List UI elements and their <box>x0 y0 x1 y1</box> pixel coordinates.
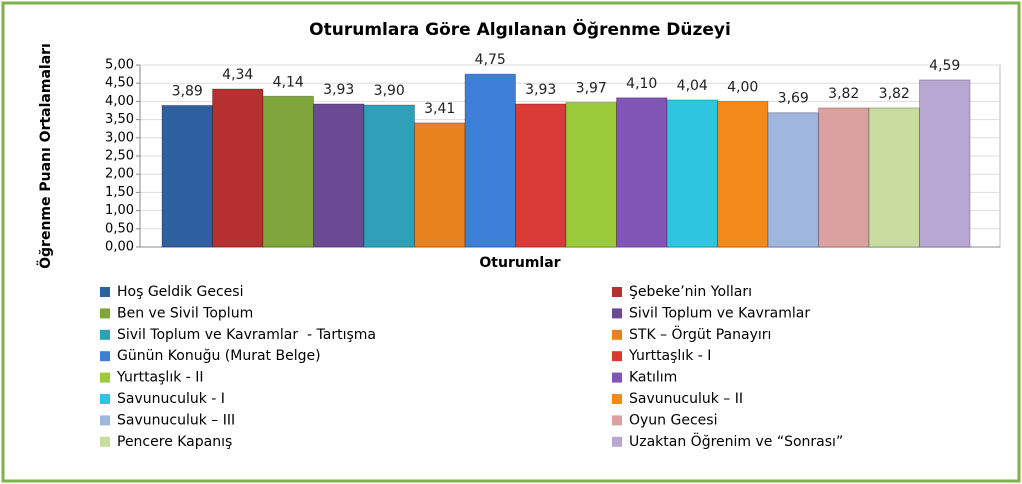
y-tick-label: 1,00 <box>105 203 134 218</box>
legend-label: Sivil Toplum ve Kavramlar <box>629 305 810 321</box>
bar <box>565 101 617 248</box>
legend-label: Hoş Geldik Gecesi <box>117 284 243 300</box>
bar <box>868 107 920 248</box>
y-tick-label: 4,00 <box>105 94 134 109</box>
legend-label: Oyun Gecesi <box>629 412 717 428</box>
legend-label: Yurttaşlık - II <box>116 370 204 386</box>
data-label: 3,93 <box>323 82 354 98</box>
y-tick-label: 3,00 <box>105 130 134 145</box>
legend-label: STK – Örgüt Panayırı <box>629 325 771 343</box>
y-tick-label: 0,00 <box>105 240 134 255</box>
data-label: 3,89 <box>172 83 203 99</box>
y-tick-label: 2,00 <box>105 167 134 182</box>
legend-swatch <box>612 394 622 404</box>
data-label: 3,41 <box>424 101 455 117</box>
legend-swatch <box>100 372 110 383</box>
legend-swatch <box>612 351 622 362</box>
legend-swatch <box>612 287 622 297</box>
bar <box>666 99 718 248</box>
legend-swatch <box>612 436 622 447</box>
legend-label: Günün Konuğu (Murat Belge) <box>117 348 321 364</box>
y-axis-label: Öğrenme Puanı Ortalamaları <box>36 43 54 269</box>
bar <box>717 100 769 248</box>
legend-label: Savunuculuk – III <box>117 412 235 428</box>
data-label: 3,82 <box>828 86 859 102</box>
bar <box>363 104 415 248</box>
data-label: 4,00 <box>727 79 758 95</box>
bar <box>616 97 668 248</box>
bar <box>818 107 870 248</box>
bar <box>515 103 567 248</box>
legend-label: Uzaktan Öğrenim ve “Sonrası” <box>629 432 843 450</box>
data-label: 4,04 <box>677 78 708 94</box>
y-tick-label: 1,50 <box>105 185 134 200</box>
legend-swatch <box>100 287 110 297</box>
legend-swatch <box>100 351 110 362</box>
x-axis-label: Oturumlar <box>479 255 560 271</box>
legend-label: Yurttaşlık - I <box>628 348 711 364</box>
y-tick-label: 2,50 <box>105 149 134 164</box>
legend-swatch <box>100 415 110 426</box>
legend-swatch <box>100 394 110 404</box>
data-label: 4,59 <box>929 58 960 74</box>
legend-swatch <box>100 436 110 447</box>
bar <box>414 122 466 248</box>
bar <box>919 79 971 248</box>
y-tick-label: 0,50 <box>105 221 134 236</box>
bar <box>262 95 314 248</box>
legend-label: Şebeke’nin Yolları <box>629 284 752 300</box>
legend-swatch <box>612 372 622 383</box>
legend-swatch <box>612 308 622 319</box>
chart-title: Oturumlara Göre Algılanan Öğrenme Düzeyi <box>309 18 731 40</box>
legend-swatch <box>612 415 622 426</box>
data-label: 4,14 <box>273 74 304 90</box>
bar <box>212 88 264 248</box>
legend-label: Sivil Toplum ve Kavramlar - Tartışma <box>117 327 376 343</box>
bar <box>161 104 213 248</box>
legend-label: Pencere Kapanış <box>117 434 232 450</box>
data-label: 3,82 <box>879 86 910 102</box>
legend-swatch <box>100 329 110 340</box>
data-label: 4,75 <box>475 52 506 68</box>
y-tick-label: 4,50 <box>105 76 134 91</box>
y-tick-label: 3,50 <box>105 112 134 127</box>
legend-label: Savunuculuk - I <box>117 391 225 407</box>
legend-swatch <box>612 329 622 340</box>
data-label: 3,97 <box>576 80 607 96</box>
y-tick-label: 5,00 <box>105 58 134 73</box>
bar <box>313 103 365 248</box>
legend-label: Katılım <box>629 370 677 386</box>
bar <box>767 112 819 248</box>
data-label: 4,34 <box>222 67 253 83</box>
data-label: 4,10 <box>626 76 657 92</box>
bar <box>464 73 516 248</box>
data-label: 3,69 <box>778 91 809 107</box>
data-label: 3,90 <box>374 83 405 99</box>
legend-label: Ben ve Sivil Toplum <box>117 305 253 321</box>
legend-label: Savunuculuk – II <box>629 391 743 407</box>
legend-swatch <box>100 308 110 319</box>
data-label: 3,93 <box>525 82 556 98</box>
